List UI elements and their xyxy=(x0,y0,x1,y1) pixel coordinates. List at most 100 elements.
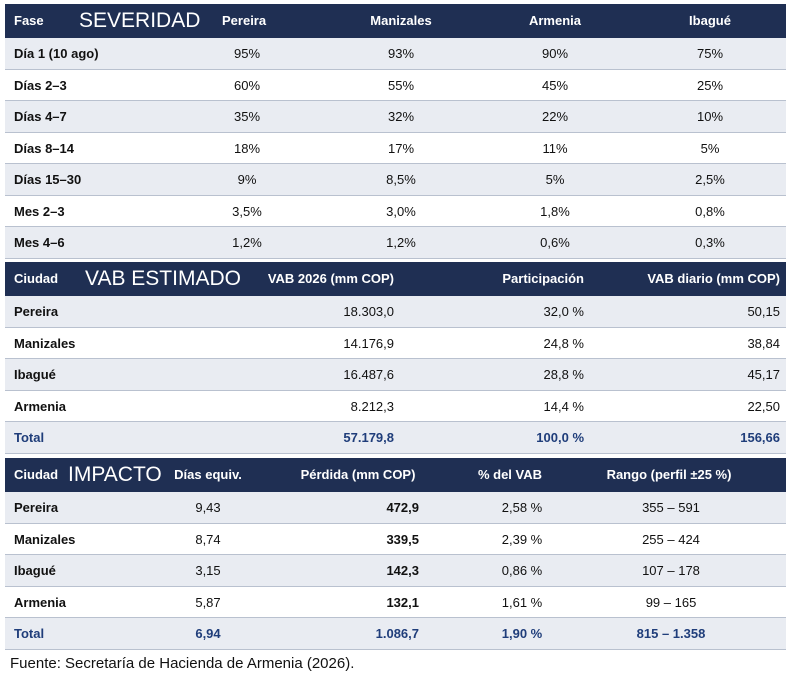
cell-value: 2,39 % xyxy=(501,531,543,547)
cell-value: 2,5% xyxy=(695,172,725,187)
cell-value: 142,3 xyxy=(386,563,419,578)
table-row: Ibagué 16.487,6 28,8 % 45,17 xyxy=(5,359,786,391)
table-row: Días 8–14 18% 17% 11% 5% xyxy=(5,133,786,164)
cell-value: 18.303,0 xyxy=(343,304,394,319)
vab-title: VAB ESTIMADO xyxy=(85,267,241,290)
total-row: Total 57.179,8 100,0 % 156,66 xyxy=(5,422,786,454)
cell-value: 38,84 xyxy=(747,335,780,351)
cell-value: 55% xyxy=(387,77,415,93)
cell-value: 99 – 165 xyxy=(645,594,697,610)
total-label: Total xyxy=(14,430,45,445)
cell-value: 339,5 xyxy=(386,531,419,547)
table-row: Armenia 5,87 132,1 1,61 % 99 – 165 xyxy=(5,587,786,618)
header-pereira: Pereira xyxy=(222,13,267,28)
cell-value: 11% xyxy=(542,140,568,156)
total-pct-vab: 1,90 % xyxy=(501,626,543,641)
table-row: Ibagué 3,15 142,3 0,86 % 107 – 178 xyxy=(5,555,786,587)
impact-table: Ciudad IMPACTO Días equiv. Pérdida (mm C… xyxy=(5,458,786,650)
table-row: Días 4–7 35% 32% 22% 10% xyxy=(5,101,786,133)
cell-value: 8,74 xyxy=(195,531,221,547)
source-note: Fuente: Secretaría de Hacienda de Armeni… xyxy=(10,655,355,672)
header-vab-2026: VAB 2026 (mm COP) xyxy=(267,271,394,286)
cell-value: 3,0% xyxy=(386,203,416,219)
cell-value: 45% xyxy=(541,77,569,93)
cell-value: 8.212,3 xyxy=(350,398,394,414)
cell-value: 0,3% xyxy=(695,235,725,250)
header-ibague: Ibagué xyxy=(689,13,731,28)
cell-value: 3,15 xyxy=(195,563,221,578)
cell-value: 25% xyxy=(696,77,724,93)
total-perdida: 1.086,7 xyxy=(375,626,419,641)
cell-value: 255 – 424 xyxy=(642,531,700,547)
total-row: Total 6,94 1.086,7 1,90 % 815 – 1.358 xyxy=(5,618,786,650)
cell-value: 0,8% xyxy=(695,203,725,219)
cell-value: 28,8 % xyxy=(543,367,584,382)
vab-table: Ciudad VAB ESTIMADO VAB 2026 (mm COP) Pa… xyxy=(5,262,786,454)
header-rango: Rango (perfil ±25 %) xyxy=(606,467,732,482)
cell-value: 60% xyxy=(233,77,261,93)
cell-value: 22% xyxy=(541,109,569,124)
cell-value: 8,5% xyxy=(386,172,416,187)
cell-value: 14,4 % xyxy=(543,398,584,414)
cell-value: 35% xyxy=(233,109,261,124)
table-row: Días 2–3 60% 55% 45% 25% xyxy=(5,70,786,101)
row-label: Días 2–3 xyxy=(14,77,67,93)
severity-body: Día 1 (10 ago) 95% 93% 90% 75% Días 2–3 … xyxy=(5,38,786,259)
cell-value: 132,1 xyxy=(386,594,419,610)
cell-value: 3,5% xyxy=(232,203,262,219)
row-label: Ibagué xyxy=(14,367,56,382)
cell-value: 22,50 xyxy=(747,398,780,414)
cell-value: 32% xyxy=(387,109,415,124)
cell-value: 472,9 xyxy=(386,500,419,515)
vab-body: Pereira 18.303,0 32,0 % 50,15 Manizales … xyxy=(5,296,786,454)
severity-table: Fase SEVERIDAD Pereira Manizales Armenia… xyxy=(5,4,786,259)
cell-value: 17% xyxy=(387,140,415,156)
row-label: Manizales xyxy=(14,335,76,351)
cell-value: 9% xyxy=(237,172,257,187)
cell-value: 45,17 xyxy=(747,367,780,382)
header-pct-vab: % del VAB xyxy=(477,467,543,482)
header-ciudad: Ciudad xyxy=(14,467,59,482)
table-row: Armenia 8.212,3 14,4 % 22,50 xyxy=(5,391,786,422)
row-label: Días 15–30 xyxy=(14,172,82,187)
row-label: Pereira xyxy=(14,304,59,319)
header-ciudad: Ciudad xyxy=(14,271,59,286)
total-rango: 815 – 1.358 xyxy=(636,626,706,641)
row-label: Manizales xyxy=(14,531,76,547)
cell-value: 1,8% xyxy=(540,203,570,219)
table-row: Manizales 14.176,9 24,8 % 38,84 xyxy=(5,328,786,359)
vab-header: Ciudad VAB ESTIMADO VAB 2026 (mm COP) Pa… xyxy=(5,262,786,296)
row-label: Mes 4–6 xyxy=(14,235,65,250)
cell-value: 1,2% xyxy=(232,235,262,250)
table-row: Día 1 (10 ago) 95% 93% 90% 75% xyxy=(5,38,786,70)
cell-value: 16.487,6 xyxy=(343,367,394,382)
cell-value: 0,6% xyxy=(540,235,570,250)
header-fase: Fase xyxy=(14,13,44,28)
cell-value: 1,61 % xyxy=(501,594,543,610)
total-vab-2026: 57.179,8 xyxy=(343,430,394,445)
total-vab-diario: 156,66 xyxy=(740,430,780,445)
cell-value: 14.176,9 xyxy=(343,335,394,351)
table-row: Mes 2–3 3,5% 3,0% 1,8% 0,8% xyxy=(5,196,786,227)
impact-body: Pereira 9,43 472,9 2,58 % 355 – 591 Mani… xyxy=(5,492,786,650)
header-vab-diario: VAB diario (mm COP) xyxy=(647,271,780,286)
cell-value: 90% xyxy=(541,46,569,61)
table-row: Pereira 9,43 472,9 2,58 % 355 – 591 xyxy=(5,492,786,524)
cell-value: 9,43 xyxy=(195,500,221,515)
impact-title: IMPACTO xyxy=(68,463,162,486)
row-label: Día 1 (10 ago) xyxy=(14,46,99,61)
cell-value: 5,87 xyxy=(195,594,221,610)
cell-value: 75% xyxy=(696,46,724,61)
header-dias-equiv: Días equiv. xyxy=(174,467,242,482)
table-row: Días 15–30 9% 8,5% 5% 2,5% xyxy=(5,164,786,196)
cell-value: 93% xyxy=(387,46,415,61)
total-participacion: 100,0 % xyxy=(536,430,584,445)
cell-value: 10% xyxy=(696,109,724,124)
total-label: Total xyxy=(14,626,45,641)
header-manizales: Manizales xyxy=(370,13,432,28)
header-perdida: Pérdida (mm COP) xyxy=(300,467,416,482)
cell-value: 32,0 % xyxy=(543,304,584,319)
cell-value: 107 – 178 xyxy=(642,563,700,578)
row-label: Días 8–14 xyxy=(14,140,74,156)
impact-header: Ciudad IMPACTO Días equiv. Pérdida (mm C… xyxy=(5,458,786,492)
